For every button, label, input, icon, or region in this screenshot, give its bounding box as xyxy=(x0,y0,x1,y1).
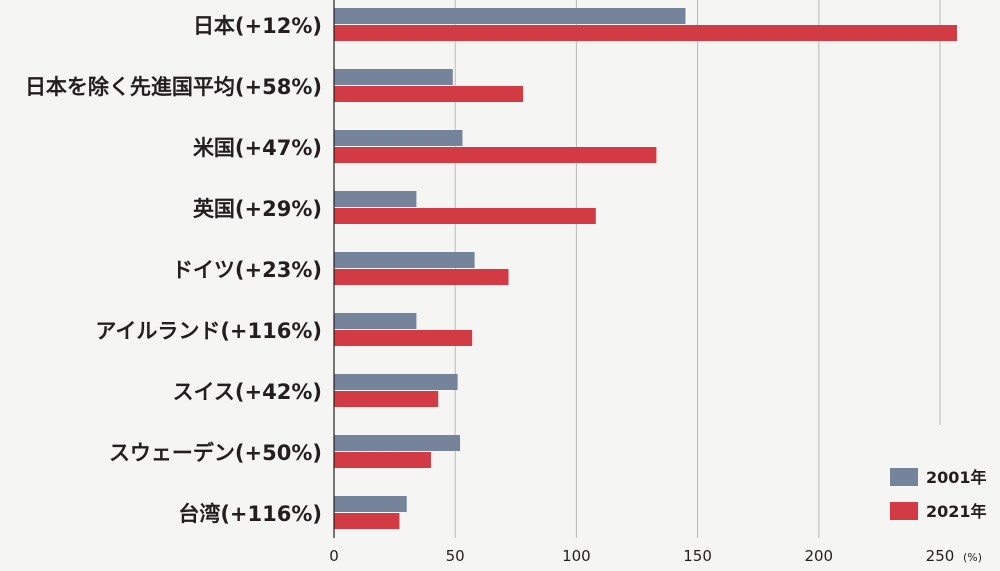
x-axis-unit: (%) xyxy=(963,551,982,564)
gridlines xyxy=(454,0,941,538)
x-tick-label-100: 100 xyxy=(562,547,591,565)
x-tick-label-150: 150 xyxy=(683,547,712,565)
bar-1-2001 xyxy=(334,69,453,85)
category-labels: 日本(+12%) 日本を除く先進国平均(+58%) 米国(+47%) 英国(+29%)… xyxy=(25,14,322,526)
bar-8-2001 xyxy=(334,496,407,512)
legend-label-2001: 2001年 xyxy=(926,468,987,487)
category-label-8: 台湾(+116%) xyxy=(178,502,322,526)
bar-5-2021 xyxy=(334,330,473,346)
x-tick-label-50: 50 xyxy=(446,547,465,565)
category-label-2: 米国(+47%) xyxy=(193,136,322,160)
category-label-5: アイルランド(+116%) xyxy=(95,319,322,343)
x-axis-ticks: 0 50 100 150 200 250 xyxy=(329,547,954,565)
bar-0-2021 xyxy=(334,25,957,41)
category-label-1: 日本を除く先進国平均(+58%) xyxy=(25,75,322,99)
x-tick-label-0: 0 xyxy=(329,547,339,565)
bar-4-2021 xyxy=(334,269,509,285)
bar-8-2021 xyxy=(334,513,400,529)
bar-2-2021 xyxy=(334,147,657,163)
legend: 2001年 2021年 xyxy=(890,468,987,521)
bar-7-2021 xyxy=(334,452,431,468)
bar-2-2001 xyxy=(334,130,463,146)
bar-6-2021 xyxy=(334,391,439,407)
legend-label-2021: 2021年 xyxy=(926,502,987,521)
bar-5-2001 xyxy=(334,313,417,329)
bar-6-2001 xyxy=(334,374,458,390)
category-label-6: スイス(+42%) xyxy=(173,380,322,404)
bar-0-2001 xyxy=(334,8,686,24)
x-tick-label-200: 200 xyxy=(804,547,833,565)
x-tick-label-250: 250 xyxy=(926,547,955,565)
bar-3-2021 xyxy=(334,208,596,224)
bar-4-2001 xyxy=(334,252,475,268)
bars xyxy=(334,8,957,529)
bar-3-2001 xyxy=(334,191,417,207)
category-label-3: 英国(+29%) xyxy=(193,197,322,221)
bar-1-2021 xyxy=(334,86,524,102)
category-label-0: 日本(+12%) xyxy=(193,14,322,38)
legend-swatch-2021 xyxy=(890,502,918,520)
bar-7-2001 xyxy=(334,435,461,451)
category-label-4: ドイツ(+23%) xyxy=(172,258,322,282)
category-label-7: スウェーデン(+50%) xyxy=(109,441,322,465)
legend-swatch-2001 xyxy=(890,468,918,486)
